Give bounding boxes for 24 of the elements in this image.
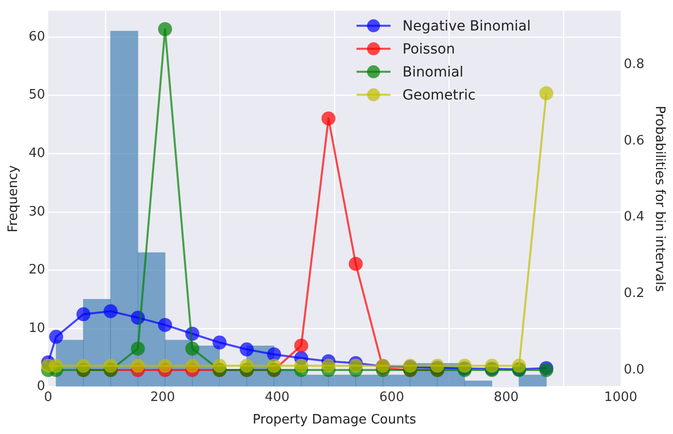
legend-label: Geometric (402, 87, 476, 104)
y2-tick-label: 0.8 (624, 57, 644, 72)
y-tick-label: 0 (36, 379, 46, 394)
y-tick-label: 40 (28, 146, 46, 161)
x-tick-label: 1000 (604, 390, 638, 405)
x-tick-label: 800 (494, 390, 519, 405)
y-tick-label: 30 (28, 204, 46, 220)
legend-label: Binomial (402, 64, 464, 80)
y2-tick-label: 0.6 (624, 133, 644, 148)
y2-axis-title: Probabilities for bin intervals (652, 106, 667, 292)
y2-tick-label: 0.2 (624, 286, 644, 302)
y2-tick-label: 0.0 (624, 362, 644, 378)
y-tick-label: 10 (28, 320, 46, 336)
y-axis-title: Frequency (6, 164, 22, 232)
x-axis-title: Property Damage Counts (252, 412, 416, 428)
y-tick-label: 60 (28, 29, 46, 44)
legend-label: Negative Binomial (402, 18, 531, 34)
y-tick-label: 20 (28, 262, 46, 278)
x-tick-label: 200 (150, 390, 176, 405)
legend-label: Poisson (402, 41, 455, 58)
y2-tick-label: 0.4 (624, 210, 644, 225)
x-tick-label: 400 (264, 390, 290, 405)
y-tick-label: 50 (28, 88, 46, 103)
x-tick-label: 600 (379, 390, 404, 405)
